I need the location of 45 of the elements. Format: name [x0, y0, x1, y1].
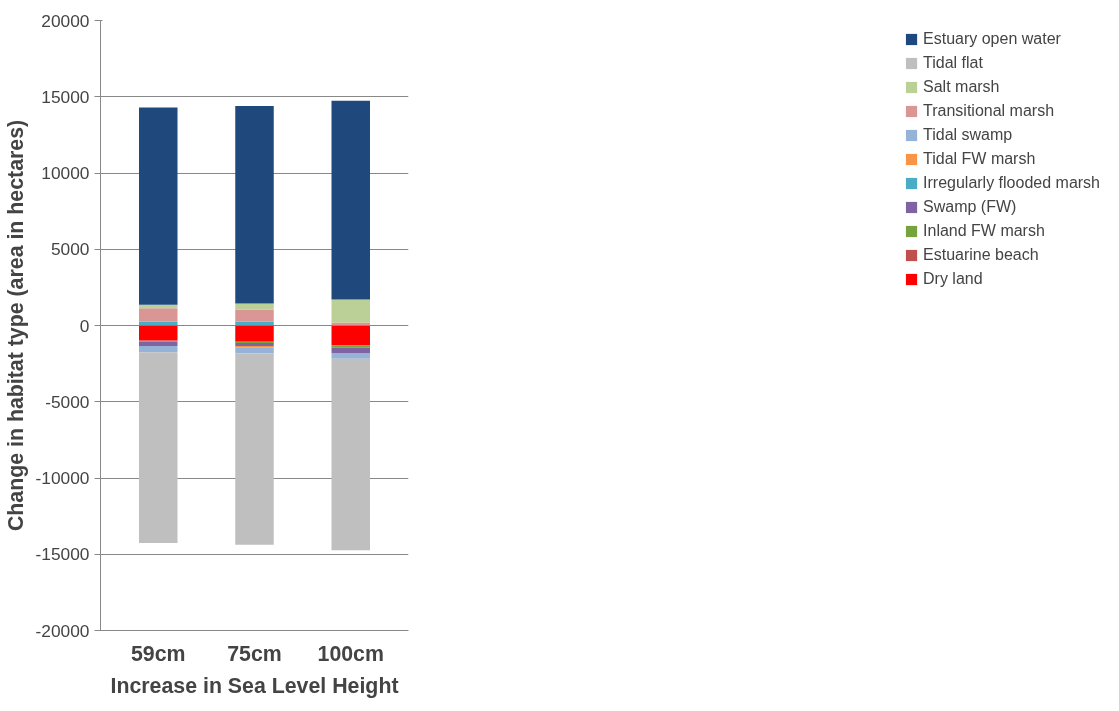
- bar: [331, 353, 370, 359]
- legend-label: Dry land: [923, 270, 983, 288]
- bar: [139, 321, 178, 326]
- legend-label: Tidal swamp: [923, 126, 1013, 144]
- legend-label: Tidal FW marsh: [923, 150, 1036, 168]
- bar: [139, 308, 178, 322]
- bar: [235, 321, 274, 326]
- bar: [235, 347, 274, 354]
- bar: [331, 358, 370, 551]
- bar: [235, 325, 274, 342]
- bar: [139, 352, 178, 543]
- x-tick-label: 75cm: [227, 641, 282, 666]
- legend-label: Estuary open water: [923, 30, 1061, 48]
- bar: [235, 309, 274, 322]
- bar: [331, 347, 370, 354]
- x-axis-title: Increase in Sea Level Height: [110, 673, 399, 698]
- y-tick-label: 0: [79, 315, 90, 336]
- bar: [235, 353, 274, 545]
- legend-label: Swamp (FW): [923, 198, 1017, 216]
- y-tick-label: -5000: [45, 391, 90, 412]
- bar: [331, 325, 370, 346]
- legend-label: Estuarine beach: [923, 246, 1039, 264]
- bar: [139, 107, 178, 305]
- y-tick-label: 20000: [41, 10, 90, 31]
- legend-label: Transitional marsh: [923, 102, 1055, 120]
- y-axis-title: Change in habitat type (area in hectares): [3, 119, 28, 532]
- bar: [331, 100, 370, 300]
- y-tick-label: -15000: [35, 544, 90, 565]
- x-tick-label: 100cm: [317, 641, 384, 666]
- bar: [139, 345, 178, 353]
- bar: [331, 322, 370, 326]
- y-tick-label: 10000: [41, 163, 90, 183]
- bar: [235, 106, 274, 304]
- legend-label: Salt marsh: [923, 78, 1000, 96]
- y-tick-label: -20000: [35, 620, 90, 641]
- bar: [331, 299, 370, 323]
- y-tick-label: 5000: [50, 239, 90, 260]
- x-tick-label: 59cm: [130, 641, 186, 666]
- legend-label: Tidal flat: [923, 54, 983, 72]
- bar: [139, 325, 178, 341]
- y-tick-label: 15000: [41, 86, 90, 107]
- legend-label: Irregularly flooded marsh: [923, 174, 1100, 192]
- legend-label: Inland FW marsh: [923, 222, 1045, 240]
- bar: [139, 341, 178, 346]
- y-tick-label: -10000: [35, 468, 90, 488]
